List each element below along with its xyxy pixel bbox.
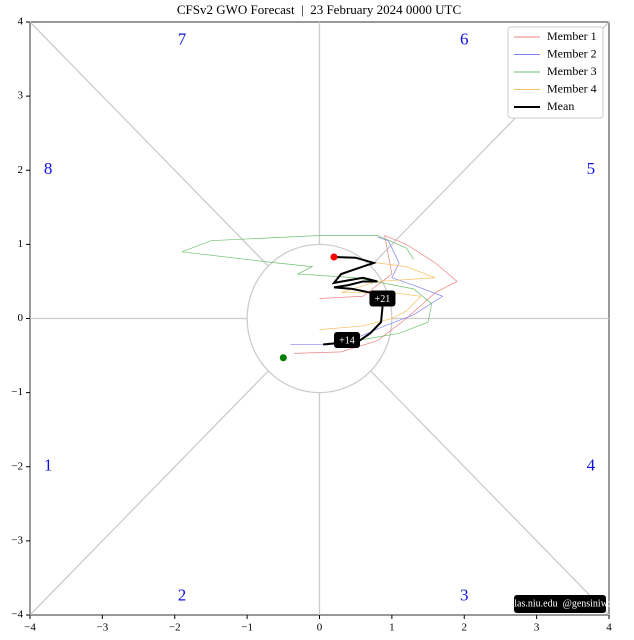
phase-label: 6 <box>460 29 469 48</box>
annotation: +14 <box>334 331 361 348</box>
legend-label: Member 3 <box>547 64 597 78</box>
credit: atlas.niu.edu @gensiniwx <box>507 595 613 613</box>
series-line <box>181 235 433 345</box>
y-tick-label: −3 <box>11 534 23 546</box>
x-tick-label: −2 <box>169 622 181 634</box>
credit-box <box>514 595 606 613</box>
x-tick-label: 1 <box>389 622 395 634</box>
annotation-box <box>369 290 396 307</box>
x-tick-label: 4 <box>606 622 612 634</box>
x-tick-label: −1 <box>241 622 253 634</box>
phase-label: 8 <box>44 159 53 178</box>
phase-label: 7 <box>178 29 187 48</box>
y-tick-label: 2 <box>18 164 24 176</box>
credit-text: atlas.niu.edu @gensiniwx <box>507 598 613 609</box>
phase-label: 1 <box>44 456 53 475</box>
y-tick-label: 3 <box>18 90 24 102</box>
x-tick-label: −4 <box>24 622 36 634</box>
annotation-box <box>334 331 361 348</box>
phase-divider <box>29 21 269 267</box>
phase-divider <box>29 370 269 616</box>
annotation-text: +21 <box>375 294 391 305</box>
phase-label: 4 <box>587 456 596 475</box>
phase-label: 5 <box>587 159 596 178</box>
legend-label: Mean <box>547 99 574 113</box>
y-tick-label: −4 <box>11 609 23 621</box>
phase-label: 3 <box>460 585 469 604</box>
x-tick-label: −3 <box>97 622 109 634</box>
annotation-text: +14 <box>339 335 355 346</box>
legend-box <box>507 26 604 119</box>
y-tick-label: 0 <box>18 312 24 324</box>
x-tick-label: 0 <box>317 622 323 634</box>
phase-label: 2 <box>178 585 187 604</box>
chart-title: CFSv2 GWO Forecast | 23 February 2024 00… <box>177 2 461 17</box>
legend-label: Member 1 <box>547 29 597 43</box>
legend-label: Member 4 <box>547 81 597 95</box>
x-tick-label: 2 <box>462 622 468 634</box>
unit-circle <box>246 243 393 394</box>
y-tick-label: −1 <box>11 386 23 398</box>
start-point <box>279 354 287 362</box>
series-line <box>294 234 458 354</box>
annotation: +21 <box>369 290 396 307</box>
legend: Member 1 Member 2 Member 3 Member 4 Mean <box>507 26 604 119</box>
x-tick-label: 3 <box>534 622 540 634</box>
phase-divider <box>370 370 610 616</box>
y-tick-label: −2 <box>11 460 23 472</box>
end-point <box>330 253 338 261</box>
y-tick-label: 4 <box>18 16 24 28</box>
series-line <box>323 255 384 346</box>
legend-label: Member 2 <box>547 46 597 60</box>
y-tick-label: 1 <box>18 238 24 250</box>
